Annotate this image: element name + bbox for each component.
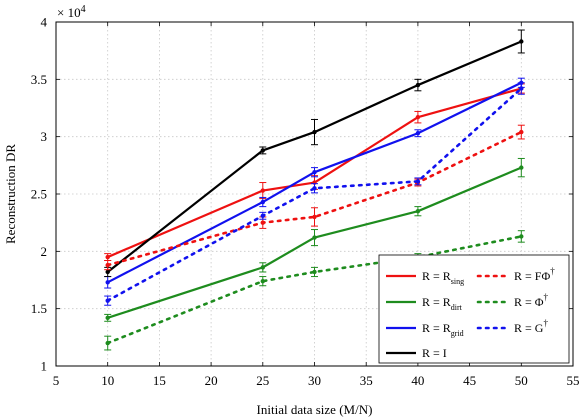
x-tick-label: 50	[515, 373, 528, 388]
data-point	[519, 234, 524, 239]
data-point	[105, 269, 110, 275]
data-point	[105, 315, 110, 321]
data-point	[260, 278, 265, 284]
x-tick-label: 45	[463, 373, 476, 388]
data-point	[415, 209, 421, 214]
legend-item: R = Rdirt	[386, 295, 463, 312]
x-tick-label: 15	[153, 373, 166, 388]
x-tick-label: 30	[308, 373, 321, 388]
legend-label: R = Rsing	[422, 269, 464, 286]
legend-item: R = Rgrid	[386, 321, 464, 338]
legend-label-main: R = G	[514, 321, 544, 335]
legend-label: R = Rdirt	[422, 295, 463, 312]
data-point	[105, 262, 110, 268]
data-point	[519, 86, 524, 91]
x-tick-label: 20	[205, 373, 218, 388]
data-point	[260, 213, 265, 218]
legend-label: R = I	[422, 346, 447, 360]
x-tick-label: 5	[53, 373, 60, 388]
data-point	[415, 131, 421, 136]
x-axis-label: Initial data size (M/N)	[257, 402, 373, 417]
legend-label-main: R = FΦ	[514, 269, 550, 283]
x-tick-label: 25	[256, 373, 269, 388]
legend-label-main: R = R	[422, 295, 451, 309]
data-point	[260, 188, 265, 193]
data-point	[105, 254, 110, 260]
legend-label-subscript: grid	[451, 329, 464, 338]
y-axis-label: Reconstruction DR	[3, 144, 18, 244]
data-point	[312, 170, 317, 175]
legend-item: R = I	[386, 346, 447, 360]
legend-label-main: R = R	[422, 321, 451, 335]
data-point	[415, 179, 421, 184]
x-tick-label: 10	[101, 373, 114, 388]
legend-label-subscript: sing	[451, 277, 464, 286]
legend-item: R = Φ†	[476, 292, 549, 309]
legend-label: R = G†	[514, 318, 548, 335]
data-point	[105, 340, 110, 346]
axis-ticks: 5 10 15 20 25 30 35 40 45 50 55 1 1.5 2 2.5 3 3.5 4	[31, 15, 580, 389]
legend-item: R = G†	[476, 318, 548, 335]
data-point	[312, 129, 317, 135]
data-point	[415, 114, 421, 120]
legend-label-main: R = I	[422, 346, 447, 360]
y-axis-multiplier: × 104	[57, 4, 86, 20]
data-point	[519, 129, 524, 135]
legend-label: R = FΦ†	[514, 266, 555, 283]
data-point	[519, 39, 524, 44]
legend-item: R = Rsing	[386, 269, 464, 286]
data-point	[260, 148, 265, 153]
legend-label-superscript: †	[544, 292, 549, 302]
data-point	[312, 269, 317, 275]
legend-label-main: R = Φ	[514, 295, 544, 309]
legend-box	[378, 254, 570, 364]
y-tick-label: 2	[41, 244, 48, 259]
series-1	[104, 157, 525, 322]
series-layer	[104, 29, 525, 351]
data-point	[415, 82, 421, 88]
y-multiplier-exponent: 4	[81, 4, 86, 15]
data-point	[260, 220, 265, 225]
legend-label-subscript: dirt	[451, 303, 463, 312]
legend-label-main: R = R	[422, 269, 451, 283]
y-tick-label: 3.5	[31, 72, 47, 87]
y-multiplier-base: × 10	[57, 5, 81, 20]
legend-label-superscript: †	[550, 266, 555, 276]
legend-label: R = Φ†	[514, 292, 549, 309]
legend-label-superscript: †	[543, 318, 548, 328]
x-tick-label: 40	[411, 373, 424, 388]
data-point	[105, 280, 110, 285]
y-tick-label: 1.5	[31, 301, 47, 316]
data-point	[260, 265, 265, 270]
data-point	[519, 165, 524, 170]
x-tick-label: 35	[360, 373, 373, 388]
series-6	[104, 82, 525, 306]
axis-labels: Initial data size (M/N) Reconstruction D…	[3, 4, 372, 417]
y-tick-label: 4	[41, 15, 48, 30]
series-2	[104, 77, 525, 289]
y-tick-label: 2.5	[31, 187, 47, 202]
legend-item: R = FΦ†	[476, 266, 555, 283]
legend-label: R = Rgrid	[422, 321, 464, 338]
y-tick-label: 3	[41, 129, 48, 144]
data-point	[260, 199, 265, 205]
y-tick-label: 1	[41, 359, 48, 374]
x-tick-label: 55	[567, 373, 580, 388]
series-line	[106, 130, 523, 267]
data-point	[312, 235, 317, 240]
data-point	[312, 214, 317, 220]
data-point	[105, 298, 110, 303]
data-point	[312, 186, 317, 191]
